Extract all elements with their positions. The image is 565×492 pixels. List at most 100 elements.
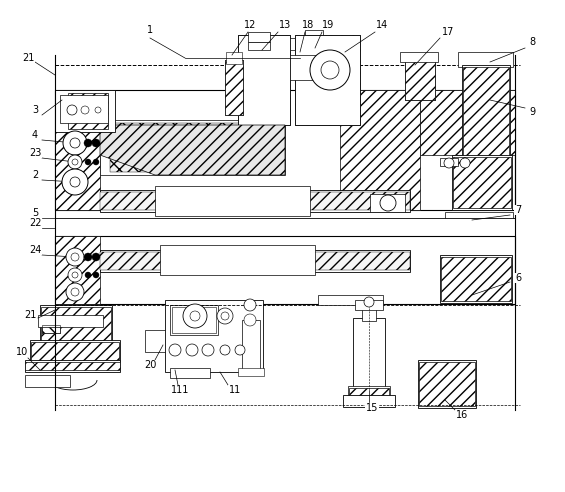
- Text: 22: 22: [29, 218, 41, 228]
- Bar: [68, 93, 108, 129]
- Circle shape: [67, 105, 77, 115]
- Bar: [440, 158, 458, 166]
- Bar: [165, 300, 263, 372]
- Bar: [440, 255, 512, 303]
- Text: 16: 16: [456, 410, 468, 420]
- Text: 11: 11: [229, 385, 241, 395]
- Circle shape: [460, 158, 470, 168]
- Bar: [110, 123, 285, 172]
- Text: 21: 21: [24, 310, 36, 320]
- Bar: [290, 55, 328, 80]
- Circle shape: [235, 345, 245, 355]
- Circle shape: [62, 169, 88, 195]
- Bar: [353, 318, 385, 390]
- Bar: [60, 95, 108, 123]
- Bar: [452, 155, 512, 210]
- Text: 23: 23: [29, 148, 41, 158]
- Text: 1: 1: [147, 25, 153, 35]
- Bar: [42, 327, 60, 333]
- Circle shape: [380, 195, 396, 211]
- Bar: [445, 220, 513, 235]
- Circle shape: [72, 159, 78, 165]
- Text: 7: 7: [515, 205, 521, 215]
- Bar: [226, 52, 242, 64]
- Circle shape: [221, 312, 229, 320]
- Circle shape: [85, 272, 91, 278]
- Bar: [248, 32, 270, 42]
- Text: 10: 10: [16, 347, 28, 357]
- Text: 9: 9: [529, 107, 535, 117]
- Bar: [170, 368, 210, 378]
- Bar: [441, 257, 511, 301]
- Bar: [400, 52, 438, 62]
- Bar: [290, 38, 328, 50]
- Bar: [420, 90, 515, 155]
- Bar: [343, 395, 395, 407]
- Bar: [362, 305, 376, 321]
- Text: 13: 13: [279, 20, 291, 30]
- Circle shape: [71, 288, 79, 296]
- Circle shape: [71, 253, 79, 261]
- Circle shape: [70, 177, 80, 187]
- Circle shape: [217, 308, 233, 324]
- Circle shape: [186, 344, 198, 356]
- Text: 8: 8: [529, 37, 535, 47]
- Circle shape: [169, 344, 181, 356]
- Text: 19: 19: [322, 20, 334, 30]
- Bar: [349, 388, 389, 396]
- Bar: [55, 90, 115, 132]
- Bar: [225, 60, 243, 115]
- Bar: [31, 342, 119, 363]
- Circle shape: [202, 344, 214, 356]
- Bar: [462, 65, 510, 160]
- Circle shape: [321, 61, 339, 79]
- Circle shape: [183, 304, 207, 328]
- Bar: [419, 362, 475, 406]
- Bar: [248, 42, 270, 50]
- Bar: [155, 186, 310, 216]
- Bar: [445, 212, 513, 234]
- Text: 6: 6: [515, 273, 521, 283]
- Text: 17: 17: [442, 27, 454, 37]
- Bar: [295, 35, 360, 125]
- Bar: [238, 35, 290, 125]
- Bar: [145, 330, 183, 352]
- Bar: [170, 305, 218, 335]
- Circle shape: [92, 253, 100, 261]
- Text: 15: 15: [366, 403, 378, 413]
- Bar: [30, 340, 120, 365]
- Bar: [418, 360, 476, 408]
- Bar: [42, 325, 60, 333]
- Bar: [453, 157, 511, 208]
- Text: 12: 12: [244, 20, 256, 30]
- Polygon shape: [100, 125, 285, 175]
- Text: 111: 111: [171, 385, 189, 395]
- Text: 4: 4: [32, 130, 38, 140]
- Bar: [172, 307, 216, 333]
- Bar: [348, 386, 390, 398]
- Circle shape: [310, 50, 350, 90]
- Text: 3: 3: [32, 105, 38, 115]
- Circle shape: [68, 155, 82, 169]
- Text: 5: 5: [32, 208, 38, 218]
- Bar: [458, 52, 513, 67]
- Text: 24: 24: [29, 245, 41, 255]
- Circle shape: [244, 299, 256, 311]
- Bar: [25, 362, 120, 370]
- Circle shape: [444, 158, 454, 168]
- Circle shape: [63, 131, 87, 155]
- Bar: [100, 250, 410, 272]
- Bar: [100, 192, 410, 210]
- Circle shape: [68, 268, 82, 282]
- Bar: [38, 315, 103, 327]
- Bar: [318, 295, 383, 305]
- Circle shape: [72, 272, 78, 278]
- Text: 20: 20: [144, 360, 156, 370]
- Bar: [355, 300, 383, 310]
- Bar: [340, 90, 420, 210]
- Bar: [405, 55, 435, 100]
- Circle shape: [84, 139, 92, 147]
- Circle shape: [81, 106, 89, 114]
- Circle shape: [70, 138, 80, 148]
- Text: 2: 2: [32, 170, 38, 180]
